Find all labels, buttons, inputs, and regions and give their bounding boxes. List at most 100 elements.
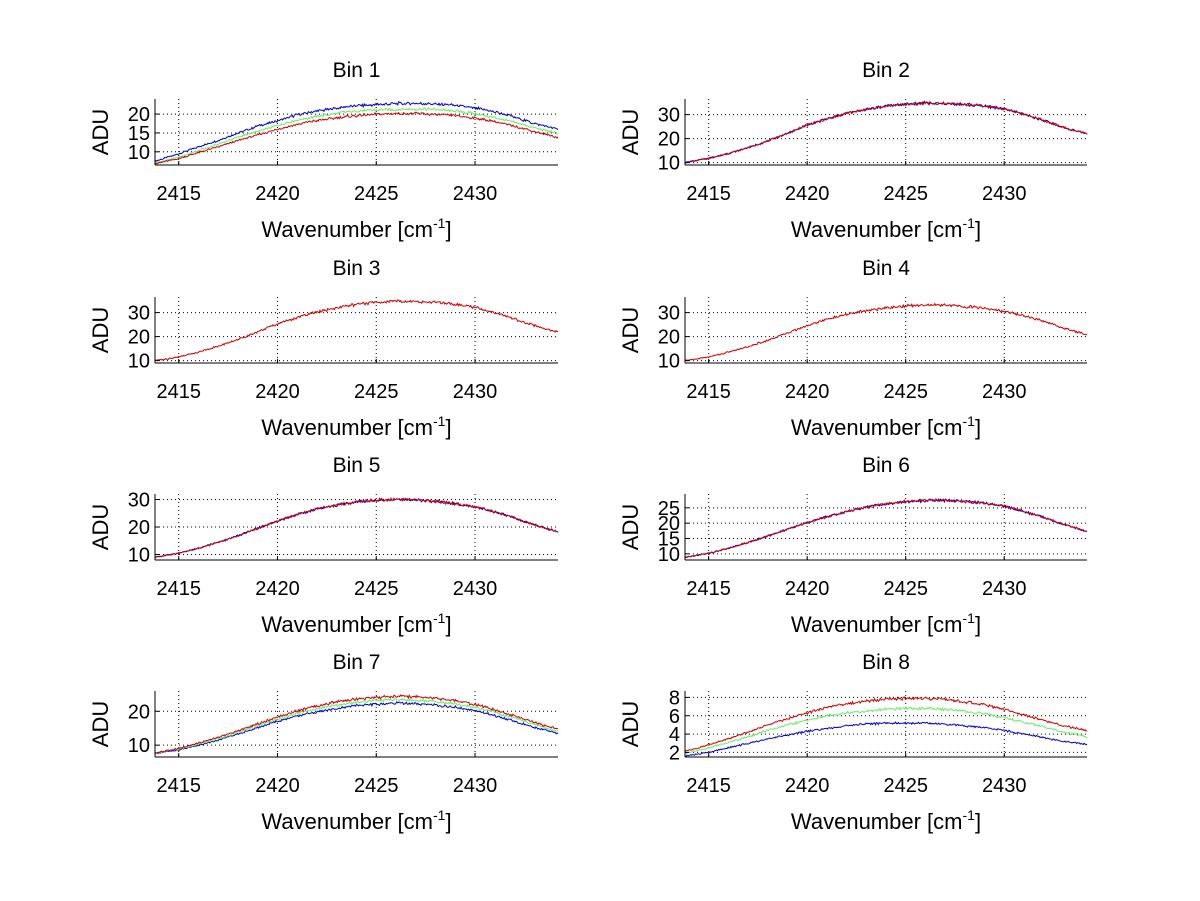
y-tick-label: 30 [658, 105, 680, 127]
x-tick-label: 2420 [255, 381, 300, 403]
x-tick-label: 2430 [982, 381, 1027, 403]
subplot-title: Bin 6 [862, 454, 910, 477]
subplot-title: Bin 8 [862, 651, 910, 674]
subplot-title: Bin 3 [333, 257, 381, 280]
y-axis-label: ADU [88, 109, 113, 155]
x-tick-label: 2415 [686, 381, 731, 403]
x-axis-label-text: Wavenumber [cm [261, 612, 433, 637]
x-tick-label: 2420 [785, 775, 830, 797]
x-axis-label-exponent: -1 [963, 610, 976, 626]
y-tick-label: 20 [128, 701, 150, 723]
x-tick-label: 2420 [785, 183, 830, 205]
series-line-blue [684, 100, 1088, 164]
x-tick-label: 2430 [453, 381, 498, 403]
x-axis-label-text: Wavenumber [cm [791, 217, 963, 242]
x-tick-label: 2415 [686, 578, 731, 600]
series-line-red [154, 496, 558, 558]
series-line-blue [684, 721, 1088, 758]
x-axis-label: Wavenumber [cm-1] [261, 413, 451, 440]
y-tick-label: 10 [658, 351, 680, 373]
x-axis-label-exponent: -1 [433, 807, 446, 823]
y-tick-label: 20 [128, 517, 150, 539]
y-tick-label: 25 [658, 498, 680, 520]
x-tick-label: 2425 [883, 381, 928, 403]
x-tick-label: 2430 [982, 775, 1027, 797]
x-axis-label-exponent: -1 [433, 215, 446, 231]
x-axis-label: Wavenumber [cm-1] [261, 610, 451, 637]
y-tick-label: 10 [658, 153, 680, 175]
y-axis-label: ADU [88, 504, 113, 550]
x-tick-label: 2425 [354, 578, 399, 600]
x-axis-label-exponent: -1 [433, 413, 446, 429]
y-axis-label: ADU [88, 307, 113, 353]
x-tick-label: 2415 [686, 183, 731, 205]
y-axis-label: ADU [88, 701, 113, 747]
y-tick-label: 10 [128, 735, 150, 757]
series-line-green [154, 107, 559, 165]
x-axis-label: Wavenumber [cm-1] [791, 807, 981, 834]
subplot-bin-5: 2415 2420 2425 2430 10 20 30 Bin 5 ADU Wavenumber… [88, 454, 559, 637]
x-axis-label-text: Wavenumber [cm [791, 612, 963, 637]
y-tick-label: 10 [128, 351, 150, 373]
y-tick-label: 10 [128, 545, 150, 567]
x-tick-label: 2415 [156, 578, 201, 600]
y-axis-label: ADU [618, 109, 643, 155]
y-tick-label: 20 [128, 327, 150, 349]
subplot-title: Bin 1 [333, 59, 381, 82]
x-tick-label: 2415 [156, 183, 201, 205]
subplot-title: Bin 4 [862, 257, 910, 280]
series-line-green [154, 697, 559, 754]
x-tick-label: 2425 [883, 183, 928, 205]
x-axis-label-close: ] [445, 612, 451, 637]
series-line-red [154, 111, 559, 165]
x-tick-label: 2420 [255, 183, 300, 205]
x-tick-label: 2420 [785, 578, 830, 600]
y-axis-label: ADU [618, 504, 643, 550]
x-tick-label: 2420 [255, 775, 300, 797]
x-tick-label: 2420 [255, 578, 300, 600]
x-axis-label-close: ] [445, 415, 451, 440]
y-tick-label: 30 [128, 303, 150, 325]
x-axis-label-close: ] [975, 415, 981, 440]
x-tick-label: 2425 [354, 381, 399, 403]
x-axis-label-close: ] [975, 217, 981, 242]
y-tick-label: 15 [658, 529, 680, 551]
y-tick-label: 20 [658, 129, 680, 151]
series-line-green [685, 706, 1088, 754]
subplot-bin-7: 2415 2420 2425 2430 10 20 Bin 7 ADU Wavenumber [… [88, 651, 559, 834]
y-tick-label: 20 [658, 327, 680, 349]
y-tick-label: 4 [669, 724, 680, 746]
series-line-red [154, 299, 559, 362]
x-tick-label: 2430 [982, 183, 1027, 205]
x-axis-label: Wavenumber [cm-1] [791, 413, 981, 440]
x-axis-label: Wavenumber [cm-1] [261, 215, 451, 242]
x-axis-label-close: ] [975, 809, 981, 834]
x-tick-label: 2430 [453, 183, 498, 205]
y-axis-label: ADU [618, 307, 643, 353]
subplot-title: Bin 2 [862, 59, 910, 82]
x-tick-label: 2415 [156, 775, 201, 797]
x-axis-label-exponent: -1 [963, 807, 976, 823]
x-axis-label-text: Wavenumber [cm [261, 217, 433, 242]
series-line-red [684, 100, 1088, 164]
y-tick-label: 8 [669, 687, 680, 709]
x-axis-label-exponent: -1 [963, 215, 976, 231]
x-tick-label: 2425 [354, 775, 399, 797]
x-axis-label: Wavenumber [cm-1] [791, 610, 981, 637]
x-tick-label: 2425 [883, 578, 928, 600]
y-axis-label: ADU [618, 701, 643, 747]
y-tick-label: 10 [128, 142, 150, 164]
x-axis-label-text: Wavenumber [cm [791, 415, 963, 440]
x-tick-label: 2425 [354, 183, 399, 205]
x-tick-label: 2425 [883, 775, 928, 797]
x-axis-label-text: Wavenumber [cm [791, 809, 963, 834]
y-tick-label: 20 [658, 513, 680, 535]
y-tick-label: 20 [128, 104, 150, 126]
